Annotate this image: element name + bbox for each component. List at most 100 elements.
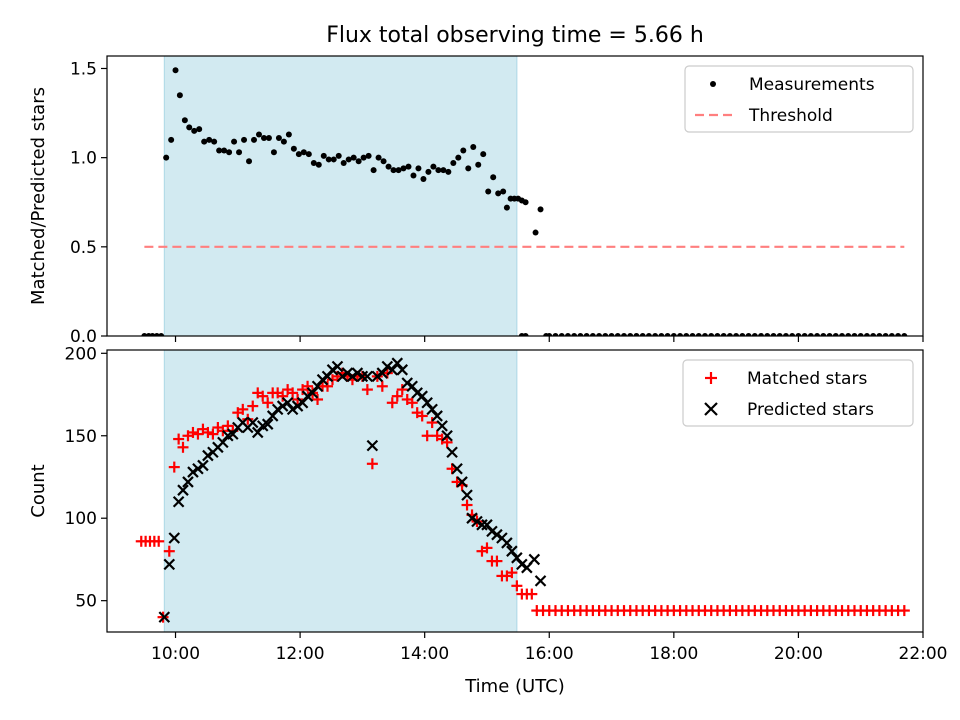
measurement-point [500, 188, 507, 195]
y-tick-label: 50 [75, 592, 97, 612]
x-stroke-b [286, 403, 299, 416]
measurement-point [430, 163, 437, 170]
x-stroke-b [192, 462, 204, 475]
x-stroke-b [172, 495, 185, 508]
measurement-point [465, 165, 472, 172]
matched-point [366, 458, 378, 470]
predicted-point [356, 370, 369, 383]
matched-point [257, 390, 269, 402]
predicted-point [281, 396, 294, 409]
legend-box [684, 65, 914, 133]
matched-point [391, 390, 403, 402]
predicted-point [311, 380, 324, 393]
measurement-point [490, 174, 497, 181]
measurement-point [191, 127, 198, 134]
predicted-point [366, 439, 379, 452]
predicted-point [446, 446, 458, 459]
measurement-point [820, 333, 827, 336]
measurement-point [596, 333, 603, 336]
x-stroke-b [351, 367, 364, 379]
x-stroke-b [371, 370, 384, 383]
measurement-point [270, 149, 277, 156]
measurement-point [633, 333, 640, 336]
x-stroke-b [296, 396, 309, 409]
measurement-point [708, 333, 715, 336]
measurement-point [627, 333, 634, 336]
x-stroke-b [506, 545, 518, 557]
x-stroke-b [321, 370, 334, 383]
predicted-point [286, 403, 299, 416]
predicted-point [266, 410, 279, 422]
x-stroke-b [163, 558, 176, 571]
x-stroke-b [534, 575, 547, 587]
predicted-point [416, 390, 428, 402]
measurement-point [876, 333, 883, 336]
x-stroke-b [217, 436, 229, 449]
measurement-point [683, 333, 690, 336]
series-predicted-stars [158, 357, 547, 623]
legend-box [682, 359, 914, 427]
x-stroke-b [341, 367, 354, 379]
y-axis-label: Matched/Predicted stars [28, 87, 49, 305]
predicted-point [441, 429, 453, 442]
measurement-point [733, 333, 740, 336]
matched-point [153, 535, 165, 547]
measurement-point [764, 333, 771, 336]
x-stroke-b [381, 360, 394, 373]
x-stroke-b [168, 532, 181, 544]
predicted-point [528, 553, 541, 566]
matched-point [292, 393, 304, 405]
measurement-point [330, 156, 337, 163]
matched-point [163, 545, 175, 557]
x-stroke-b [227, 428, 239, 440]
measurement-point [380, 158, 387, 165]
series-measurements [141, 67, 908, 336]
x-stroke-b [271, 403, 284, 416]
measurement-point [395, 167, 402, 174]
x-stroke-b [177, 484, 189, 496]
measurement-point [315, 161, 322, 168]
measurement-point [851, 333, 858, 336]
predicted-point [316, 373, 329, 386]
measurement-point [231, 138, 238, 145]
measurement-point [226, 149, 233, 156]
predicted-point [217, 436, 229, 449]
measurement-point [181, 117, 188, 124]
x-stroke-b [281, 396, 294, 409]
matched-point [416, 410, 428, 422]
x-stroke-b [436, 420, 448, 432]
measurement-point [720, 333, 727, 336]
matched-point [177, 441, 189, 453]
predicted-point [331, 360, 344, 373]
matched-point [202, 426, 214, 438]
x-stroke-b [501, 537, 513, 549]
predicted-point [386, 364, 399, 376]
predicted-point [471, 515, 483, 528]
x-tick-label: 14:00 [400, 644, 449, 664]
predicted-point [251, 426, 264, 439]
measurement-point [405, 163, 412, 170]
measurement-point [360, 154, 367, 161]
predicted-point [361, 370, 374, 383]
measurement-point [645, 333, 652, 336]
predicted-point [421, 396, 433, 409]
measurement-point [608, 333, 615, 336]
x-axis-label: Time (UTC) [464, 676, 565, 697]
measurement-point [450, 160, 457, 167]
measurement-point [176, 92, 183, 99]
measurement-point [739, 333, 746, 336]
y-tick-label: 0.5 [70, 238, 97, 258]
x-stroke-b [301, 390, 314, 402]
measurement-point [206, 136, 213, 143]
predicted-point [391, 357, 404, 369]
predicted-point [426, 403, 438, 416]
predicted-point [261, 418, 274, 430]
predicted-point [187, 466, 199, 478]
legend-marker-measurement [710, 81, 716, 87]
predicted-point [481, 519, 493, 531]
measurement-point [577, 333, 584, 336]
matched-point [511, 580, 523, 592]
x-stroke-b [426, 403, 438, 416]
measurement-point [260, 135, 267, 142]
x-stroke-b [416, 390, 428, 402]
